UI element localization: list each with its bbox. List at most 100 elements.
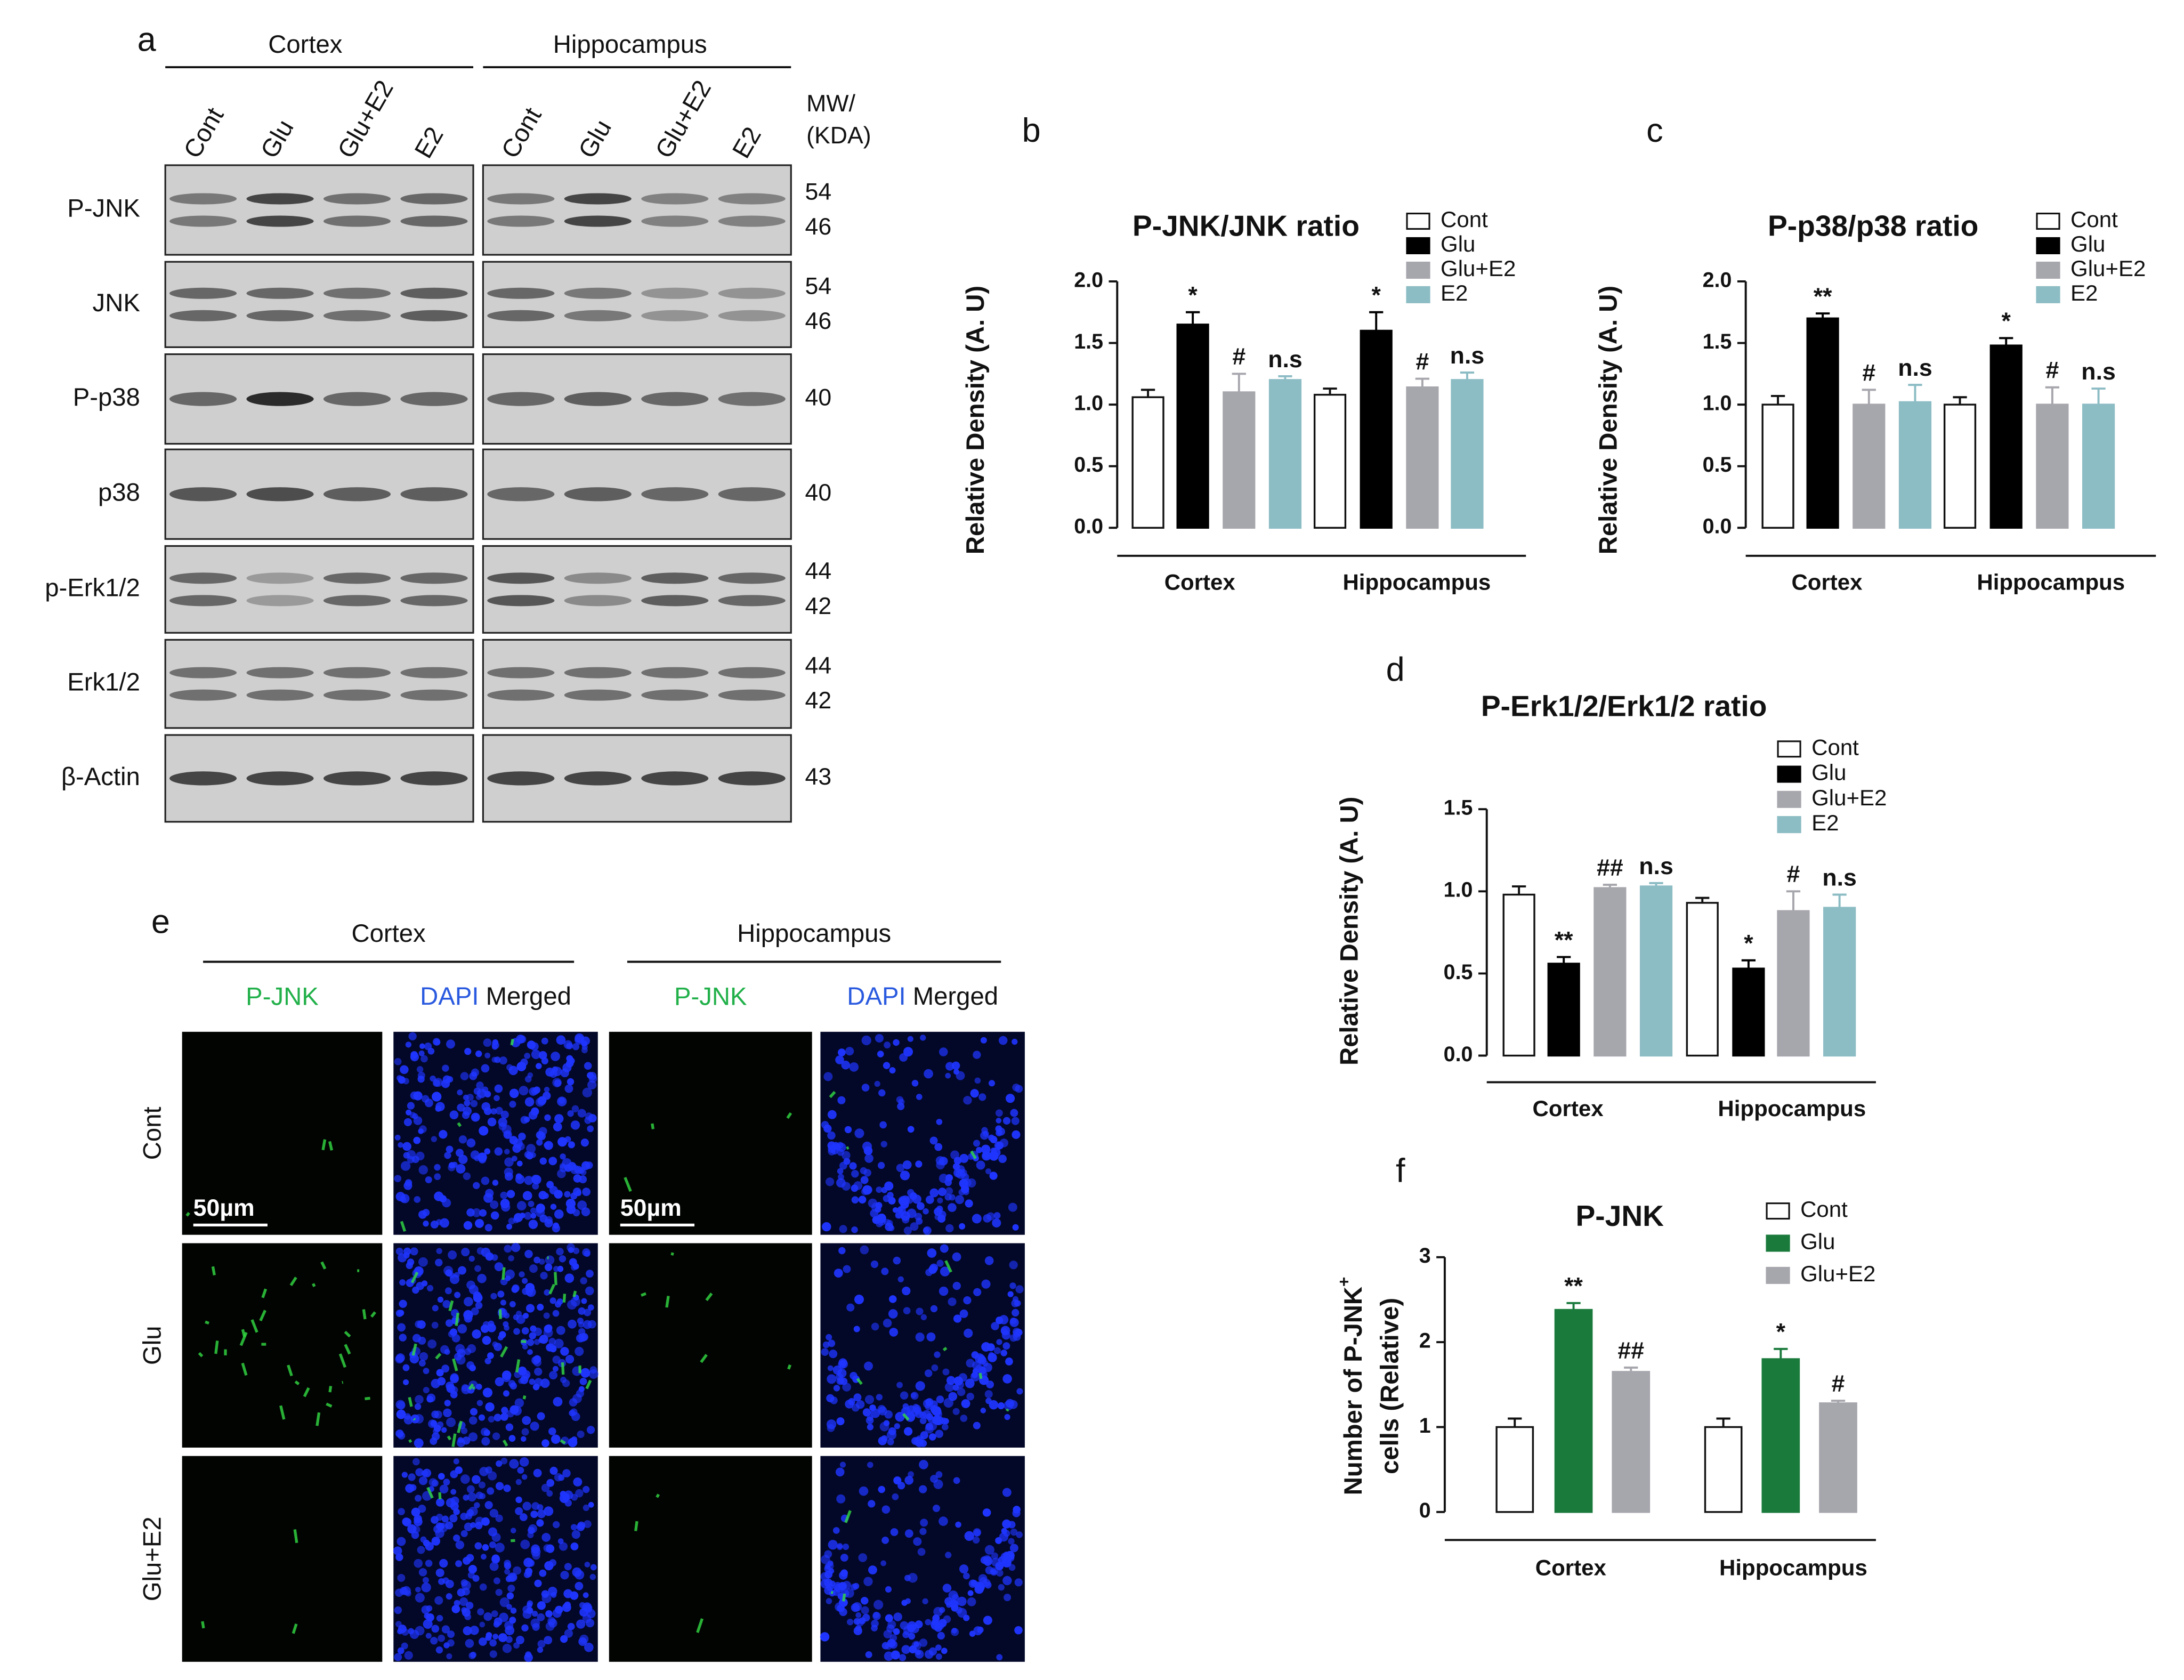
nucleus [981,1279,991,1289]
panel-letter: f [1396,1152,1405,1190]
nucleus [515,1479,522,1485]
nucleus [539,1157,547,1165]
nucleus [571,1436,578,1443]
significance-label: # [2045,358,2059,384]
nucleus [855,1612,862,1618]
nucleus [991,1569,997,1575]
band [323,572,391,584]
nucleus [450,1489,457,1495]
nucleus [586,1270,594,1278]
nucleus [508,1065,518,1076]
nucleus [851,1403,860,1412]
nucleus [444,1152,451,1159]
bar [1761,403,1794,529]
nucleus [401,1161,411,1171]
nucleus [427,1339,437,1349]
nucleus [552,1067,562,1077]
band [718,572,786,584]
nucleus [945,1552,952,1558]
y-tick-label: 1.0 [1074,392,1103,415]
band [323,215,391,227]
nucleus [480,1427,489,1436]
pjnk-signal [201,1621,205,1629]
pjnk-signal [511,1539,515,1542]
nucleus [522,1278,528,1284]
nucleus [428,1478,438,1487]
nucleus [459,1597,468,1606]
nucleus [397,1647,405,1654]
band [487,310,555,321]
band [718,689,786,701]
nucleus [560,1635,568,1643]
nucleus [508,1435,516,1442]
nucleus [481,1102,491,1111]
nucleus [564,1629,573,1638]
nucleus [544,1636,553,1645]
nucleus [974,1529,981,1537]
nucleus [1009,1334,1017,1342]
pjnk-signal [829,1091,836,1099]
nucleus [907,1189,915,1197]
panel-letter: a [137,21,157,58]
nucleus [995,1109,1003,1117]
band [487,193,555,205]
nucleus [878,1089,886,1097]
nucleus [533,1086,541,1094]
nucleus [564,1563,572,1571]
nucleus [913,1404,921,1413]
nucleus [945,1187,953,1195]
nucleus [434,1596,443,1605]
nucleus [422,1209,430,1216]
nucleus [494,1095,500,1101]
nucleus [395,1400,406,1410]
nucleus [509,1301,516,1307]
nucleus [425,1176,432,1184]
nucleus [527,1600,533,1606]
nucleus [839,1608,847,1617]
legend-swatch [1777,740,1801,758]
pjnk-signal [261,1288,268,1298]
nucleus [959,1223,966,1230]
nucleus [958,1373,967,1382]
nucleus [455,1540,465,1549]
nucleus [577,1109,586,1118]
nucleus [900,1211,910,1221]
nucleus [901,1408,909,1416]
nucleus [514,1213,523,1222]
nucleus [985,1168,992,1175]
nucleus [893,1256,901,1265]
nucleus [823,1072,833,1081]
nucleus [967,1178,976,1188]
nucleus [919,1638,928,1647]
nucleus [466,1280,475,1290]
nucleus [575,1346,584,1356]
nucleus [506,1592,514,1600]
nucleus [509,1088,519,1099]
nucleus [557,1096,567,1106]
nucleus [933,1479,943,1489]
nucleus [530,1213,537,1219]
nucleus [582,1248,591,1257]
nucleus [582,1188,591,1197]
legend-swatch [2036,261,2060,279]
nucleus [587,1080,597,1090]
nucleus [522,1416,531,1425]
pjnk-signal [303,1387,310,1398]
nucleus [506,1190,515,1198]
nucleus [467,1344,476,1353]
nucleus [541,1533,551,1542]
nucleus [434,1191,444,1201]
nucleus [1007,1291,1014,1297]
nucleus [589,1573,596,1580]
nucleus [963,1096,972,1105]
nucleus [394,1134,401,1141]
nucleus [490,1293,497,1299]
nucleus [463,1626,472,1636]
nucleus [435,1258,443,1266]
nucleus [432,1305,439,1312]
nucleus [407,1102,415,1110]
nucleus [505,1636,513,1643]
bar [2082,403,2115,529]
nucleus [888,1309,898,1319]
nucleus [849,1062,859,1072]
